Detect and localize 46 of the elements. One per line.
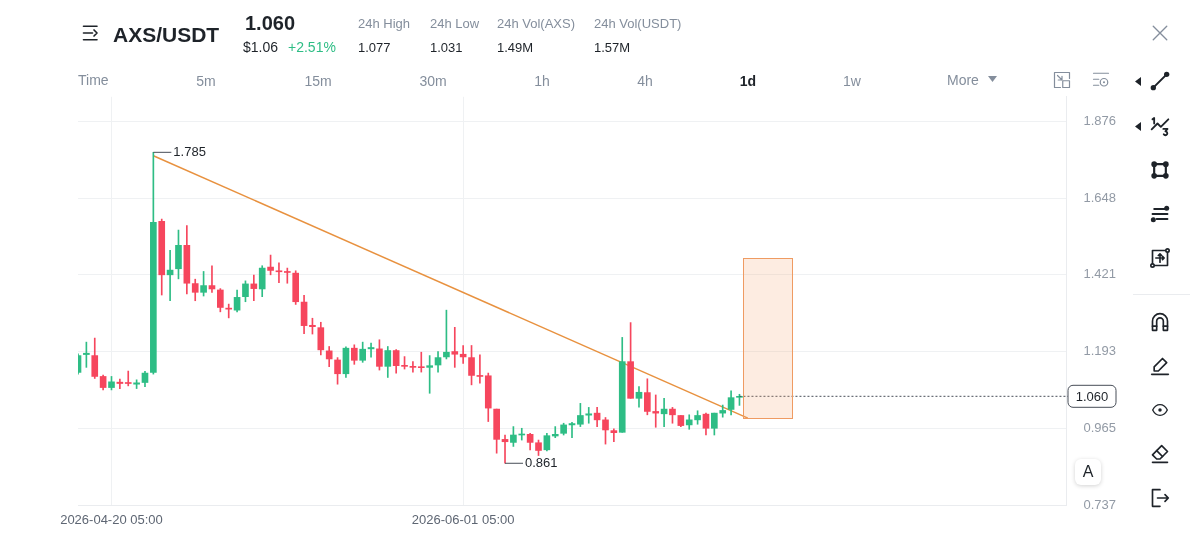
text: 24h Vol(AXS) — [497, 15, 576, 31]
text: 1d — [739, 73, 757, 89]
candlestick — [476, 354, 484, 384]
text: +2.51% — [288, 39, 336, 55]
candlestick — [610, 428, 618, 443]
y-tick-label: 1.193 — [1083, 343, 1116, 359]
candlestick — [409, 361, 417, 373]
chart-title: AXS/USDT — [113, 22, 220, 47]
text: 5m — [196, 73, 216, 89]
text: 1h — [534, 73, 550, 89]
text: 1.060 — [245, 12, 296, 35]
text: Time — [78, 72, 109, 88]
annotation: 0.861 — [525, 454, 558, 470]
candlestick — [451, 326, 459, 368]
candlestick — [585, 407, 593, 424]
candlestick — [568, 421, 576, 439]
ref-line-label: 1.060 — [1075, 388, 1109, 404]
candlestick — [367, 342, 375, 358]
candlestick — [417, 351, 425, 373]
y-tick-label: 1.876 — [1083, 113, 1116, 129]
y-tick-label: 0.737 — [1083, 496, 1116, 512]
annotation: 1.785 — [173, 143, 206, 159]
text: 24h High — [358, 15, 411, 31]
auto-scale-button: A — [1075, 459, 1101, 485]
text: $1.06 — [243, 39, 279, 55]
text: 4h — [637, 73, 653, 89]
text: More — [947, 72, 979, 88]
candlestick — [501, 434, 509, 464]
text: 1.49M — [497, 39, 534, 55]
text: 1.077 — [358, 39, 391, 55]
text: 15m — [304, 73, 332, 89]
text: 1w — [843, 73, 861, 89]
text: 1.031 — [430, 39, 463, 55]
y-tick-label: 1.648 — [1083, 190, 1116, 206]
text: 24h Low — [430, 15, 480, 31]
candlestick — [275, 262, 283, 283]
candlestick — [283, 267, 291, 284]
candlestick — [124, 370, 132, 387]
text: 24h Vol(USDT) — [594, 15, 682, 31]
y-tick-label: 0.965 — [1083, 419, 1116, 435]
y-tick-label: 1.421 — [1083, 266, 1116, 282]
text: 1.57M — [594, 39, 631, 55]
x-tick-label: 2026-06-01 05:00 — [411, 512, 515, 528]
text: 30m — [419, 73, 447, 89]
candlestick — [116, 378, 124, 389]
x-tick-label: 2026-04-20 05:00 — [60, 512, 163, 528]
